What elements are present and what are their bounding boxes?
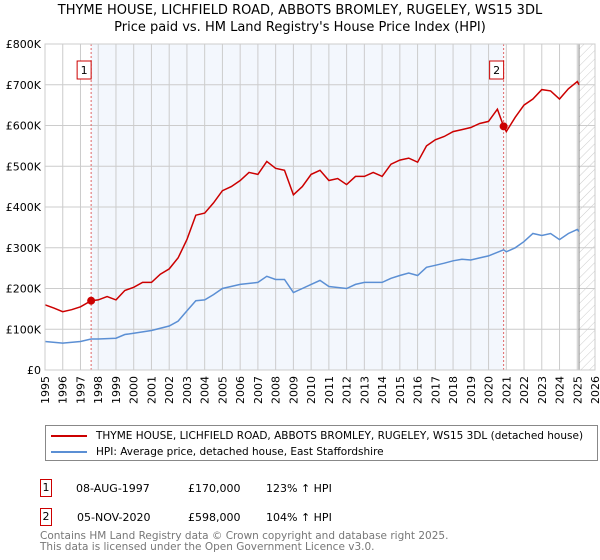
sale-marker-label: 1 — [81, 64, 88, 77]
y-tick-label: £700K — [6, 79, 42, 92]
price-chart: 1995 1996 1997 1998 1999 2000 2001 2002 2003 2004… — [6, 38, 600, 404]
footer-licence: This data is licensed under the Open Gov… — [40, 541, 375, 553]
legend-swatch-red — [51, 435, 87, 437]
sale-marker-label: 2 — [493, 64, 500, 77]
y-tick-label: £300K — [6, 242, 42, 255]
y-tick-label: £800K — [6, 38, 42, 51]
x-tick-label: 2012 — [341, 376, 354, 404]
x-tick-label: 1995 — [39, 376, 52, 404]
y-tick-label: £400K — [6, 201, 42, 214]
x-tick-label: 2019 — [465, 376, 478, 404]
x-tick-label: 2011 — [323, 376, 336, 404]
legend: THYME HOUSE, LICHFIELD ROAD, ABBOTS BROM… — [45, 425, 598, 461]
y-tick-label: £600K — [6, 120, 42, 133]
sale-point — [87, 296, 96, 305]
x-tick-label: 2000 — [128, 376, 141, 404]
x-tick-label: 2007 — [252, 376, 265, 404]
sale-point — [499, 122, 508, 131]
legend-swatch-blue — [51, 451, 87, 453]
x-tick-label: 2013 — [358, 376, 371, 404]
x-tick-label: 2005 — [216, 376, 229, 404]
plot-border — [44, 43, 596, 371]
legend-item-property: THYME HOUSE, LICHFIELD ROAD, ABBOTS BROM… — [51, 428, 583, 444]
x-tick-label: 2017 — [429, 376, 442, 404]
x-tick-label: 2021 — [500, 376, 513, 404]
sale-hpi: 123% ↑ HPI — [266, 482, 332, 495]
x-tick-label: 2008 — [270, 376, 283, 404]
x-tick-label: 2026 — [589, 376, 600, 404]
x-tick-label: 1996 — [57, 376, 70, 404]
x-tick-label: 2016 — [412, 376, 425, 404]
x-tick-label: 2015 — [394, 376, 407, 404]
sale-hpi: 104% ↑ HPI — [266, 511, 332, 524]
x-tick-label: 2023 — [536, 376, 549, 404]
footer: Contains HM Land Registry data © Crown c… — [40, 531, 448, 553]
x-tick-label: 2003 — [181, 376, 194, 404]
x-tick-label: 2014 — [376, 376, 389, 404]
x-tick-label: 2009 — [287, 376, 300, 404]
y-tick-label: £200K — [6, 283, 42, 296]
sale-date: 05-NOV-2020 — [77, 511, 151, 524]
chart-subtitle: Price paid vs. HM Land Registry's House … — [114, 20, 486, 35]
x-tick-label: 2004 — [199, 376, 212, 404]
y-tick-label: £500K — [6, 160, 42, 173]
x-tick-label: 1998 — [92, 376, 105, 404]
sale-price: £598,000 — [188, 511, 241, 524]
x-tick-label: 2001 — [145, 376, 158, 404]
sale-marker-box — [76, 60, 92, 80]
x-tick-label: 1999 — [110, 376, 123, 404]
hpi-line — [44, 228, 580, 344]
x-tick-label: 1997 — [74, 376, 87, 404]
footer-copyright: Contains HM Land Registry data © Crown c… — [40, 530, 449, 542]
legend-item-hpi: HPI: Average price, detached house, East… — [51, 444, 384, 460]
x-tick-label: 2010 — [305, 376, 318, 404]
sale-marker-badge: 1 — [40, 479, 52, 497]
x-tick-label: 2018 — [447, 376, 460, 404]
property-price-line — [44, 80, 580, 313]
x-tick-label: 2024 — [554, 376, 567, 404]
x-tick-label: 2020 — [483, 376, 496, 404]
chart-title: THYME HOUSE, LICHFIELD ROAD, ABBOTS BROM… — [57, 3, 543, 18]
x-tick-label: 2025 — [571, 376, 584, 404]
legend-label: HPI: Average price, detached house, East… — [96, 446, 384, 458]
x-tick-label: 2002 — [163, 376, 176, 404]
sale-date: 08-AUG-1997 — [76, 482, 150, 495]
sale-marker-badge: 2 — [40, 508, 52, 526]
sale-marker-box — [489, 60, 505, 80]
x-tick-label: 2022 — [518, 376, 531, 404]
y-tick-label: £100K — [6, 323, 42, 336]
sale-price: £170,000 — [188, 482, 241, 495]
legend-label: THYME HOUSE, LICHFIELD ROAD, ABBOTS BROM… — [96, 430, 584, 442]
y-tick-label: £0 — [27, 364, 41, 377]
x-tick-label: 2006 — [234, 376, 247, 404]
